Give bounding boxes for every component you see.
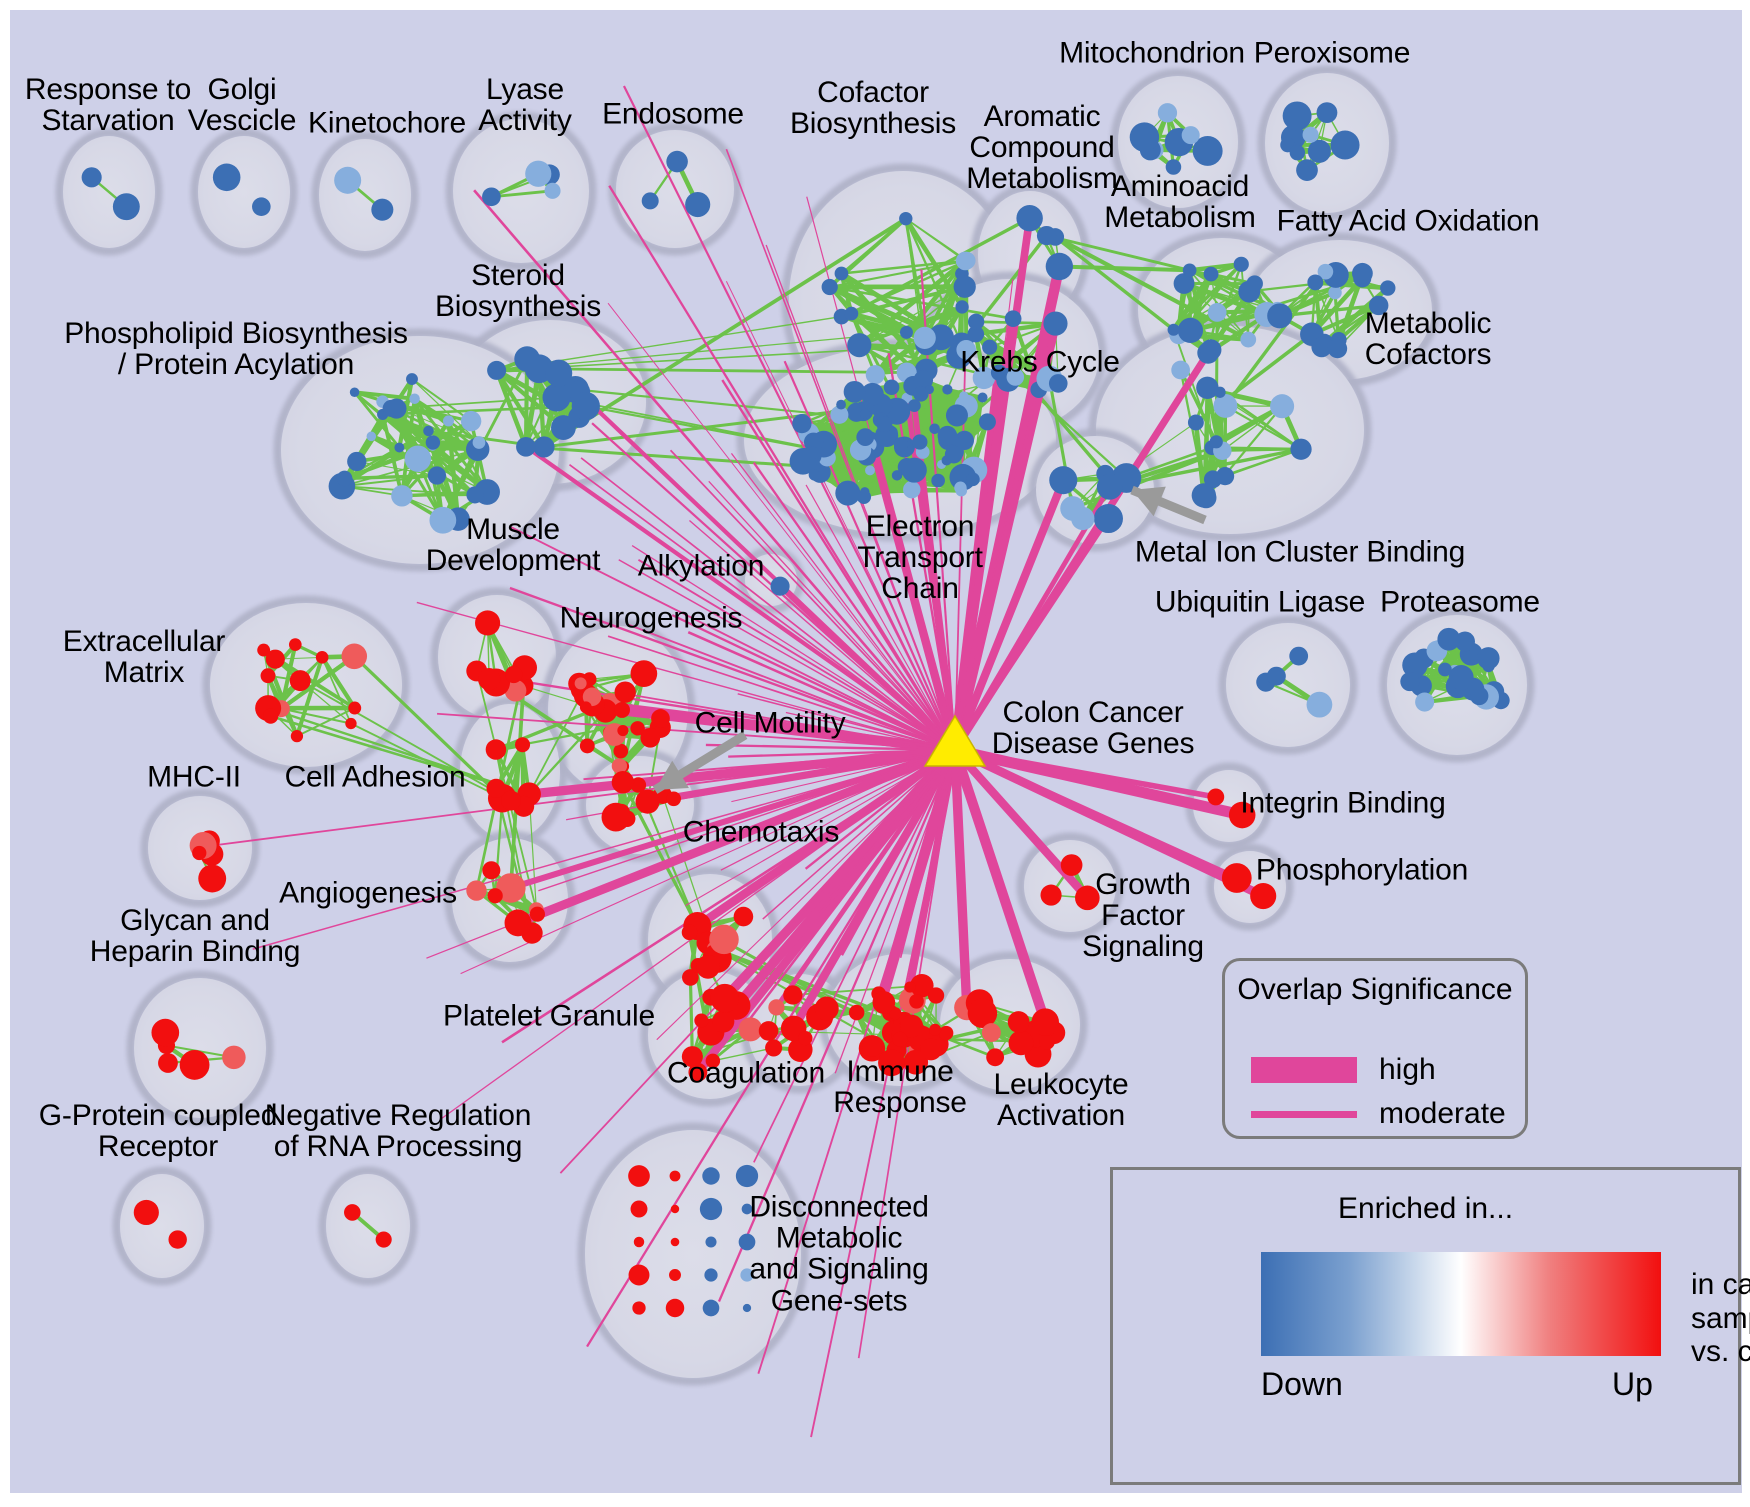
hub-node-colon-cancer-disease-genes[interactable] [923,714,987,767]
cluster-label-alkylation: Alkylation [637,549,765,583]
cluster-label-extracellular-matrix: Extracellular Matrix [62,624,226,689]
legend-label-high: high [1379,1053,1436,1086]
cluster-label-disconnected-gene-sets: Disconnected Metabolic and Signaling Gen… [749,1190,929,1318]
cluster-label-negative-regulation-rna-processing: Negative Regulation of RNA Processing [264,1098,532,1163]
cluster-label-aminoacid-metabolism: Aminoacid Metabolism [1104,169,1256,234]
legend-enriched-in: Enriched in... Down Up in cancer samples… [1110,1167,1750,1485]
cluster-label-steroid-biosynthesis: Steroid Biosynthesis [434,258,602,323]
cluster-label-peroxisome: Peroxisome [1253,36,1411,70]
cluster-label-golgi-vescicle: Golgi Vescicle [187,72,297,137]
cluster-label-immune-response: Immune Response [833,1054,967,1119]
legend-overlap-high: high [1251,1053,1436,1087]
cluster-label-coagulation: Coagulation [667,1056,825,1090]
cluster-label-growth-factor-signaling: Growth Factor Signaling [1082,868,1204,964]
cluster-label-phosphorylation: Phosphorylation [1255,853,1469,887]
cluster-label-ubiquitin-ligase: Ubiquitin Ligase [1154,585,1366,619]
legend-enrich-side-text: in cancer samples vs. controls [1691,1268,1750,1369]
cluster-label-neurogenesis: Neurogenesis [559,601,743,635]
cluster-label-electron-transport-chain: Electron Transport Chain [857,510,983,606]
enrichment-color-gradient [1261,1252,1661,1356]
cluster-label-mitochondrion: Mitochondrion [1059,36,1245,70]
cluster-label-metal-ion-cluster-binding: Metal Ion Cluster Binding [1134,535,1466,569]
legend-overlap-moderate: moderate [1251,1097,1506,1131]
legend-overlap-title: Overlap Significance [1237,973,1513,1006]
cluster-label-metabolic-cofactors: Metabolic Cofactors [1364,306,1492,371]
cluster-label-leukocyte-activation: Leukocyte Activation [993,1067,1129,1132]
cluster-label-lyase-activity: Lyase Activity [478,72,572,137]
callout-arrows [652,485,1207,794]
cluster-label-phospholipid-biosynthesis: Phospholipid Biosynthesis / Protein Acyl… [64,316,408,381]
cluster-label-fatty-acid-oxidation: Fatty Acid Oxidation [1276,204,1540,238]
cluster-label-response-to-starvation: Response to Starvation [24,72,192,137]
legend-swatch-high [1251,1057,1357,1083]
network-diagram: Response to Starvation Golgi Vescicle Kine… [10,10,1750,1493]
cluster-label-cell-motility: Cell Motility [694,706,846,740]
cluster-label-chemotaxis: Chemotaxis [682,815,840,849]
cluster-label-glycan-heparin-binding: Glycan and Heparin Binding [89,903,301,968]
cluster-label-integrin-binding: Integrin Binding [1240,786,1446,820]
hub-label: Colon Cancer Disease Genes [991,695,1195,760]
cluster-label-angiogenesis: Angiogenesis [279,876,457,910]
cluster-label-g-protein-coupled-receptor: G-Protein coupled Receptor [38,1098,278,1163]
cluster-label-cofactor-biosynthesis: Cofactor Biosynthesis [789,75,957,140]
cluster-label-krebs-cycle: Krebs Cycle [960,345,1120,379]
gradient-label-up: Up [1612,1366,1653,1402]
cluster-label-platelet-granule: Platelet Granule [443,999,655,1033]
legend-overlap-significance: Overlap Significance high moderate [1222,958,1528,1139]
cluster-label-cell-adhesion: Cell Adhesion [284,760,466,794]
legend-enrich-title: Enriched in... [1337,1192,1514,1225]
gradient-label-down: Down [1261,1366,1343,1402]
cluster-label-muscle-development: Muscle Development [425,512,601,577]
cluster-label-kinetochore: Kinetochore [308,106,466,140]
legend-swatch-moderate [1251,1110,1357,1118]
cluster-label-proteasome: Proteasome [1380,585,1540,619]
cluster-label-mhc-ii: MHC-II [147,760,241,794]
gene-set-nodes [81,101,1510,1318]
network-svg [55,65,1535,1438]
legend-label-moderate: moderate [1379,1097,1506,1130]
cluster-label-endosome: Endosome [602,97,744,131]
cluster-label-aromatic-compound-metabolism: Aromatic Compound Metabolism [966,100,1118,196]
